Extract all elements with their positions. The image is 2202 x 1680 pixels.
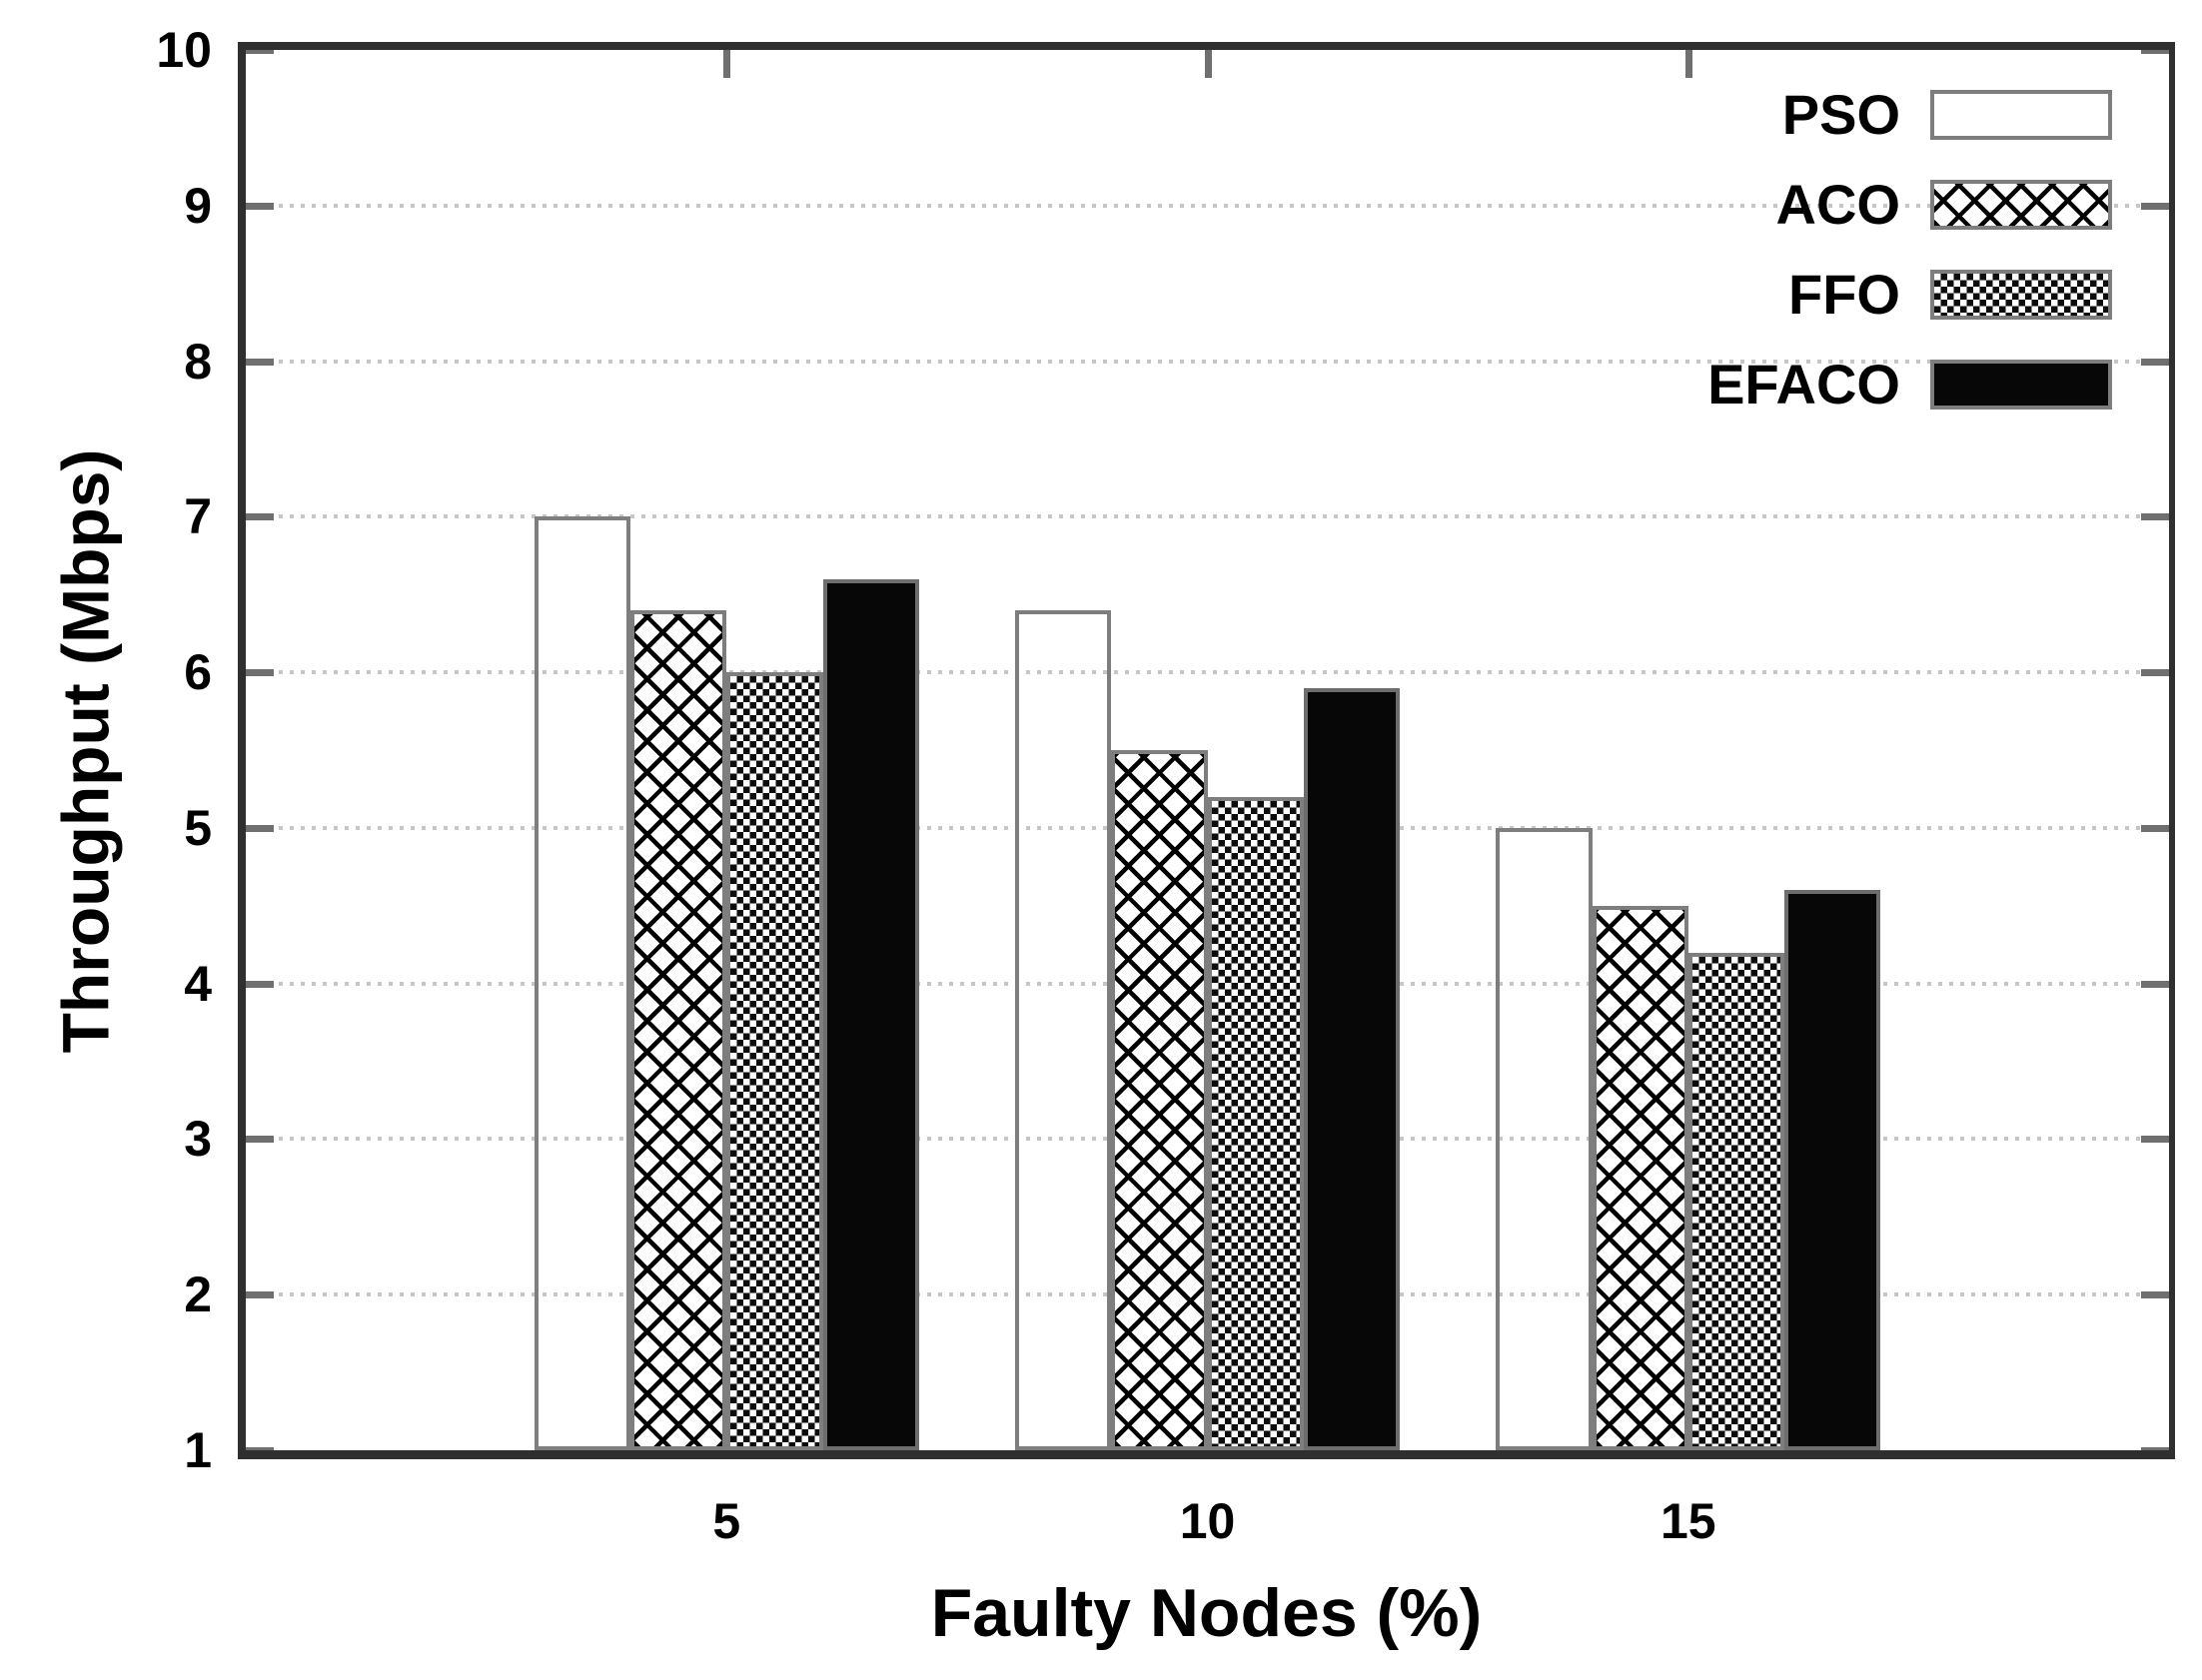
x-tick-top-15: [1684, 50, 1692, 78]
bar-aco-15: [1592, 905, 1688, 1450]
y-tick-label-6: 6: [184, 644, 212, 701]
y-tick-left-4: [246, 980, 274, 988]
bar-efaco-15: [1784, 890, 1881, 1450]
y-tick-label-7: 7: [184, 488, 212, 545]
bar-ffo-5: [726, 672, 823, 1450]
bar-ffo-10: [1207, 796, 1304, 1450]
y-tick-left-3: [246, 1136, 274, 1144]
x-tick-top-5: [723, 50, 731, 78]
bar-pso-5: [534, 516, 630, 1450]
x-tick-label-10: 10: [1179, 1493, 1236, 1549]
bar-pso-10: [1015, 609, 1112, 1450]
y-tick-right-1: [2141, 1447, 2169, 1450]
x-tick-label-15: 15: [1659, 1493, 1716, 1549]
gridline-y6: [246, 670, 2169, 675]
y-tick-left-6: [246, 669, 274, 677]
y-tick-label-8: 8: [184, 333, 212, 390]
y-tick-left-1: [246, 1447, 274, 1450]
bar-efaco-10: [1303, 687, 1400, 1450]
legend-swatch-ffo: [1930, 270, 2112, 320]
y-tick-left-10: [246, 50, 274, 54]
y-tick-left-8: [246, 358, 274, 366]
y-tick-label-2: 2: [184, 1266, 212, 1323]
bar-ffo-15: [1687, 952, 1784, 1450]
bar-pso-15: [1496, 827, 1593, 1450]
y-tick-right-9: [2141, 202, 2169, 210]
y-tick-left-2: [246, 1291, 274, 1299]
y-tick-label-5: 5: [184, 799, 212, 856]
gridline-y8: [246, 359, 2169, 364]
x-axis-label: Faulty Nodes (%): [930, 1575, 1483, 1651]
y-tick-right-2: [2141, 1291, 2169, 1299]
y-tick-right-3: [2141, 1136, 2169, 1144]
legend-swatch-pso: [1930, 90, 2112, 140]
y-tick-label-1: 1: [184, 1422, 212, 1478]
y-tick-right-10: [2141, 50, 2169, 54]
y-tick-left-7: [246, 513, 274, 521]
legend-label-aco: ACO: [1775, 173, 1900, 236]
y-tick-right-6: [2141, 669, 2169, 677]
y-tick-label-9: 9: [184, 177, 212, 234]
y-tick-label-3: 3: [184, 1111, 212, 1168]
y-tick-label-4: 4: [184, 955, 212, 1012]
legend-label-efaco: EFACO: [1707, 353, 1900, 416]
y-tick-left-9: [246, 202, 274, 210]
y-tick-left-5: [246, 824, 274, 832]
plot-area: [238, 42, 2175, 1459]
gridline-y9: [246, 203, 2169, 208]
bar-efaco-5: [822, 578, 919, 1450]
y-tick-label-10: 10: [156, 22, 212, 78]
y-tick-right-4: [2141, 980, 2169, 988]
legend-label-pso: PSO: [1781, 83, 1900, 146]
x-tick-label-5: 5: [712, 1493, 741, 1549]
x-tick-top-10: [1204, 50, 1212, 78]
gridline-y7: [246, 514, 2169, 519]
legend-label-ffo: FFO: [1788, 263, 1900, 326]
y-tick-right-7: [2141, 513, 2169, 521]
bar-aco-10: [1111, 750, 1208, 1450]
y-axis-label-box: Throughput (Mbps): [0, 42, 170, 1459]
y-tick-right-5: [2141, 824, 2169, 832]
y-tick-right-8: [2141, 358, 2169, 366]
legend-swatch-efaco: [1930, 360, 2112, 410]
bar-aco-5: [630, 609, 727, 1450]
legend-swatch-aco: [1930, 180, 2112, 230]
